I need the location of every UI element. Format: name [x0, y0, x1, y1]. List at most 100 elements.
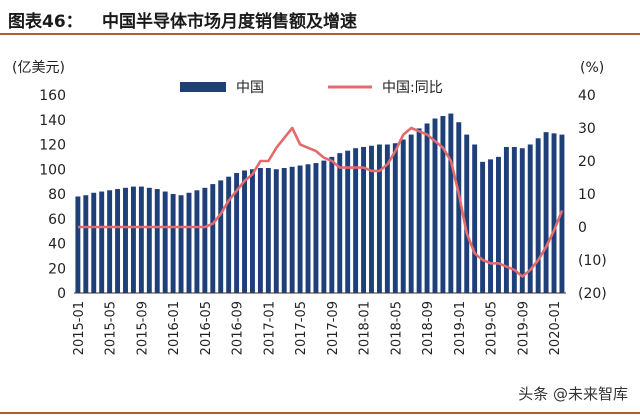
left-tick-label: 140: [39, 113, 66, 129]
bar: [353, 148, 359, 293]
right-tick-label: 40: [578, 88, 596, 104]
bar: [242, 170, 247, 293]
bar: [384, 144, 390, 293]
bar: [488, 159, 493, 293]
bar: [170, 194, 176, 293]
x-tick-label: 2017-05: [294, 301, 309, 355]
bar: [154, 189, 160, 293]
bar: [281, 168, 287, 293]
right-tick-label: 0: [578, 220, 587, 236]
bar: [376, 144, 382, 293]
legend-bar-swatch: [180, 82, 226, 92]
bar: [321, 160, 327, 293]
header-divider: [0, 33, 640, 35]
figure-header: 图表46： 中国半导体市场月度销售额及增速: [0, 0, 640, 34]
bar: [250, 169, 255, 293]
right-tick-label: (20): [578, 286, 607, 302]
watermark: 头条 @未来智库: [518, 383, 628, 404]
x-axis-ticks: 2015-01 2015-05 2015-09 2016-01 2016-05 2016-…: [72, 301, 563, 355]
bar: [519, 148, 525, 293]
bar: [218, 180, 224, 293]
bar: [202, 187, 208, 293]
bar: [456, 122, 462, 293]
bar: [345, 150, 351, 293]
bar: [480, 161, 486, 293]
x-tick-label: 2017-09: [326, 301, 341, 355]
bar: [226, 176, 232, 293]
bar: [146, 187, 152, 293]
bar: [107, 190, 113, 293]
left-axis-label: (亿美元): [12, 60, 65, 76]
bar: [265, 168, 271, 293]
bar: [297, 165, 303, 293]
bar: [400, 139, 406, 293]
right-tick-label: (10): [578, 253, 607, 269]
bar: [392, 143, 398, 293]
footer-divider: [0, 412, 640, 414]
x-tick-label: 2018-01: [358, 301, 373, 355]
bar: [162, 191, 168, 293]
yoy-line: [77, 126, 564, 278]
legend-line-label: 中国:同比: [382, 80, 443, 96]
left-tick-label: 100: [39, 162, 66, 178]
bar: [416, 128, 422, 293]
bar-series: [75, 113, 565, 294]
bar: [83, 195, 89, 293]
x-tick-label: 2015-01: [72, 301, 87, 355]
x-tick-label: 2017-01: [262, 301, 277, 355]
left-axis-ticks: 0 20 40 60 80 100 120 140 160: [39, 88, 66, 302]
bar: [178, 195, 184, 293]
right-tick-label: 10: [578, 187, 596, 203]
bar: [130, 186, 136, 293]
left-tick-label: 80: [48, 187, 66, 203]
figure-label: 图表46：: [8, 12, 83, 32]
bar: [210, 184, 216, 293]
right-tick-label: 20: [578, 154, 596, 170]
bar: [408, 134, 414, 293]
bar: [432, 118, 438, 293]
x-tick-label: 2019-01: [453, 301, 468, 355]
bar: [472, 144, 478, 293]
bar: [551, 133, 557, 293]
bar: [123, 187, 128, 293]
x-tick-label: 2018-09: [421, 301, 436, 355]
legend: 中国 中国:同比: [180, 80, 443, 96]
bar: [424, 123, 430, 294]
left-tick-label: 40: [48, 237, 66, 253]
bar: [448, 113, 454, 293]
bar: [337, 153, 343, 293]
x-tick-label: 2020-01: [548, 301, 563, 355]
left-tick-label: 0: [57, 286, 66, 302]
right-tick-label: 30: [578, 121, 596, 137]
bar: [361, 146, 367, 293]
semiconductor-sales-chart: (亿美元) (%) 中国 中国:同比 020406080100120140160…: [12, 60, 607, 355]
bar: [535, 138, 541, 293]
bar: [313, 163, 319, 293]
bar: [543, 132, 549, 294]
bar: [511, 146, 517, 293]
left-tick-label: 20: [48, 261, 66, 277]
left-tick-label: 160: [39, 88, 66, 104]
x-tick-label: 2019-05: [485, 301, 500, 355]
bar: [503, 146, 509, 293]
bar: [138, 186, 144, 293]
bar: [289, 166, 295, 293]
bar: [464, 134, 470, 293]
legend-bar-label: 中国: [236, 80, 264, 96]
bar: [329, 156, 335, 294]
x-tick-label: 2018-05: [389, 301, 404, 355]
bar: [273, 169, 279, 293]
bar: [440, 116, 446, 293]
x-tick-label: 2016-09: [231, 301, 246, 355]
right-axis-ticks: 40 30 20 10 0 (10) (20): [578, 88, 607, 302]
x-tick-label: 2016-01: [167, 301, 182, 355]
bar: [496, 156, 501, 294]
bar: [369, 145, 374, 293]
bar: [75, 196, 81, 293]
bar: [194, 190, 200, 293]
left-tick-label: 120: [39, 138, 66, 154]
bar: [115, 189, 121, 293]
bar: [257, 168, 263, 293]
left-tick-label: 60: [48, 212, 66, 228]
x-tick-label: 2015-05: [104, 301, 119, 355]
